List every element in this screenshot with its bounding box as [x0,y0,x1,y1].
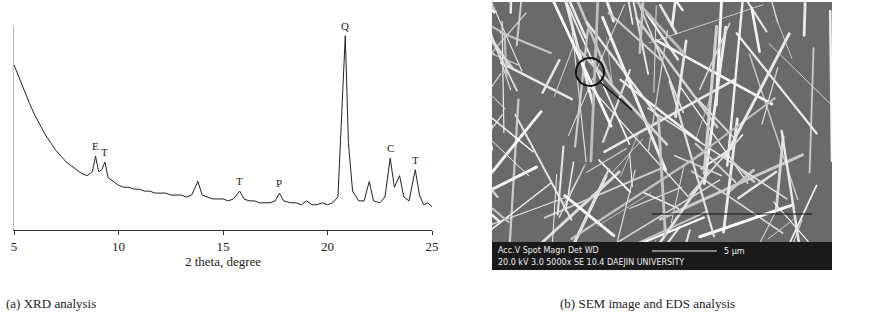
svg-text:5: 5 [11,239,18,254]
svg-text:Acc.V Spot Magn Det WD: Acc.V Spot Magn Det WD [498,246,599,255]
svg-text:20: 20 [321,239,334,254]
svg-text:15: 15 [217,239,230,254]
svg-text:20.0 kV 3.0 5000x SE 10.4: 20.0 kV 3.0 5000x SE 10.4 DAEJIN UNIVERS… [498,258,684,267]
svg-text:P: P [276,177,282,189]
svg-text:T: T [101,146,108,158]
html-text:(a) XRD analysis: (a) XRD analysis [6,296,97,311]
svg-text:5 μm: 5 μm [724,247,745,256]
svg-text:2 theta, degree: 2 theta, degree [185,254,261,269]
svg-text:Q: Q [341,20,349,32]
svg-text:25: 25 [426,239,439,254]
html-text:(b) SEM image and EDS analysis: (b) SEM image and EDS analysis [560,296,736,311]
svg-text:T: T [236,175,243,187]
svg-text:10: 10 [112,239,125,254]
svg-text:C: C [387,142,394,154]
svg-text:E: E [92,140,99,152]
svg-text:T: T [412,154,419,166]
